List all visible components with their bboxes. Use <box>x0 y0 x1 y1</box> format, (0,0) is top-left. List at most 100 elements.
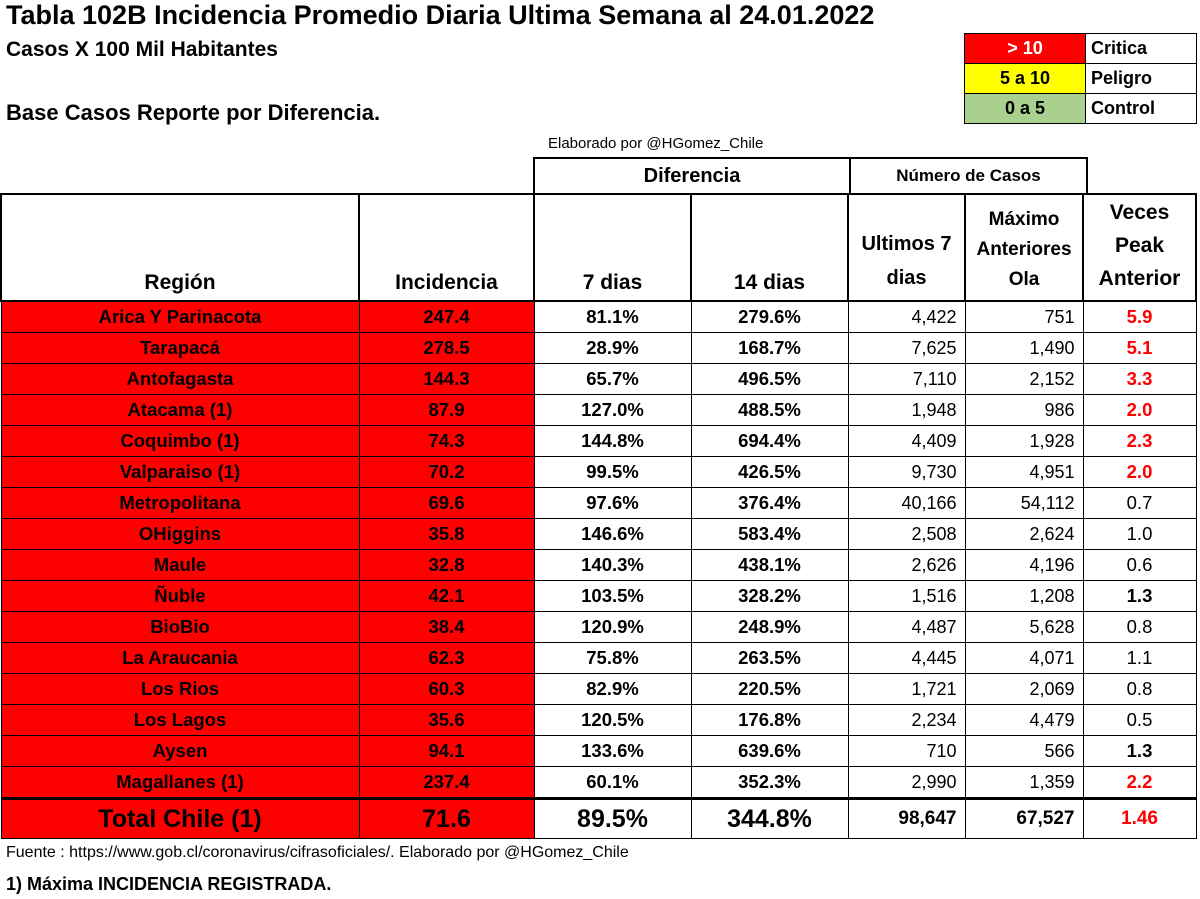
cell-7-dias: 103.5% <box>533 580 692 612</box>
cell-ultimos-7-dias: 98,647 <box>847 797 966 839</box>
cell-maximo-anterior: 4,951 <box>964 456 1084 488</box>
legend-row: 5 a 10 Peligro <box>964 63 1197 94</box>
column-header-maximo-anteriores-ola: Máximo Anteriores Ola <box>964 193 1084 302</box>
cell-14-dias: 488.5% <box>690 394 849 426</box>
cell-14-dias: 279.6% <box>690 300 849 333</box>
cell-incidencia: 32.8 <box>358 549 535 581</box>
cell-region: Atacama (1) <box>0 394 360 426</box>
maximo-line-2: Anteriores <box>976 239 1072 260</box>
maximo-line-3: Ola <box>1008 269 1040 290</box>
table-row: Antofagasta 144.3 65.7% 496.5% 7,110 2,152 3.3 <box>0 363 1197 395</box>
cell-maximo-anterior: 986 <box>964 394 1084 426</box>
legend-row: 0 a 5 Control <box>964 93 1197 124</box>
group-header-numero-casos: Número de Casos <box>849 157 1088 195</box>
cell-7-dias: 65.7% <box>533 363 692 395</box>
cell-7-dias: 133.6% <box>533 735 692 767</box>
footnote: 1) Máxima INCIDENCIA REGISTRADA. <box>6 874 332 894</box>
ultimos-line-1: Ultimos 7 <box>861 233 952 255</box>
cell-region: La Araucania <box>0 642 360 674</box>
cell-veces-peak: 0.8 <box>1082 611 1197 643</box>
cell-maximo-anterior: 4,479 <box>964 704 1084 736</box>
legend-label: Control <box>1085 93 1197 124</box>
cell-7-dias: 120.9% <box>533 611 692 643</box>
cell-region: Ñuble <box>0 580 360 612</box>
cell-ultimos-7-dias: 9,730 <box>847 456 966 488</box>
table-row: BioBio 38.4 120.9% 248.9% 4,487 5,628 0.8 <box>0 611 1197 643</box>
column-header-ultimos-7-dias: Ultimos 7 dias <box>847 193 966 302</box>
cell-maximo-anterior: 4,071 <box>964 642 1084 674</box>
cell-7-dias: 89.5% <box>533 797 692 839</box>
cell-maximo-anterior: 2,152 <box>964 363 1084 395</box>
cell-ultimos-7-dias: 7,110 <box>847 363 966 395</box>
legend-swatch: 5 a 10 <box>964 63 1086 94</box>
legend-swatch: > 10 <box>964 33 1086 64</box>
cell-maximo-anterior: 2,624 <box>964 518 1084 550</box>
cell-veces-peak: 0.8 <box>1082 673 1197 705</box>
legend-table: > 10 Critica 5 a 10 Peligro 0 a 5 Control <box>964 33 1197 124</box>
total-row: Total Chile (1) 71.6 89.5% 344.8% 98,647 67,5… <box>0 797 1197 839</box>
cell-7-dias: 82.9% <box>533 673 692 705</box>
cell-maximo-anterior: 566 <box>964 735 1084 767</box>
cell-14-dias: 248.9% <box>690 611 849 643</box>
cell-incidencia: 94.1 <box>358 735 535 767</box>
cell-14-dias: 639.6% <box>690 735 849 767</box>
base-description: Base Casos Reporte por Diferencia. <box>6 100 381 125</box>
cell-ultimos-7-dias: 1,721 <box>847 673 966 705</box>
cell-incidencia: 144.3 <box>358 363 535 395</box>
cell-incidencia: 247.4 <box>358 300 535 333</box>
cell-region: OHiggins <box>0 518 360 550</box>
table-row: Maule 32.8 140.3% 438.1% 2,626 4,196 0.6 <box>0 549 1197 581</box>
cell-14-dias: 168.7% <box>690 332 849 364</box>
cell-veces-peak: 2.3 <box>1082 425 1197 457</box>
cell-7-dias: 140.3% <box>533 549 692 581</box>
cell-veces-peak: 1.0 <box>1082 518 1197 550</box>
cell-veces-peak: 5.9 <box>1082 300 1197 333</box>
column-header-veces-peak-anterior: Veces Peak Anterior <box>1082 193 1197 302</box>
page-subtitle: Casos X 100 Mil Habitantes <box>6 38 278 61</box>
table-row: Ñuble 42.1 103.5% 328.2% 1,516 1,208 1.3 <box>0 580 1197 612</box>
cell-maximo-anterior: 1,490 <box>964 332 1084 364</box>
cell-maximo-anterior: 67,527 <box>964 797 1084 839</box>
cell-veces-peak: 0.7 <box>1082 487 1197 519</box>
table-row: La Araucania 62.3 75.8% 263.5% 4,445 4,071 1.1 <box>0 642 1197 674</box>
cell-ultimos-7-dias: 4,487 <box>847 611 966 643</box>
cell-veces-peak: 1.46 <box>1082 797 1197 839</box>
cell-incidencia: 60.3 <box>358 673 535 705</box>
cell-veces-peak: 2.0 <box>1082 456 1197 488</box>
cell-7-dias: 146.6% <box>533 518 692 550</box>
cell-incidencia: 62.3 <box>358 642 535 674</box>
cell-region: Magallanes (1) <box>0 766 360 799</box>
cell-14-dias: 328.2% <box>690 580 849 612</box>
cell-maximo-anterior: 5,628 <box>964 611 1084 643</box>
cell-veces-peak: 1.3 <box>1082 735 1197 767</box>
cell-7-dias: 60.1% <box>533 766 692 799</box>
group-header-diferencia: Diferencia <box>533 157 851 195</box>
table-row: Metropolitana 69.6 97.6% 376.4% 40,166 54,112… <box>0 487 1197 519</box>
cell-14-dias: 438.1% <box>690 549 849 581</box>
column-header-7-dias: 7 dias <box>533 193 692 302</box>
table-row: Valparaiso (1) 70.2 99.5% 426.5% 9,730 4,951 2… <box>0 456 1197 488</box>
cell-incidencia: 35.8 <box>358 518 535 550</box>
cell-region: Valparaiso (1) <box>0 456 360 488</box>
cell-ultimos-7-dias: 1,516 <box>847 580 966 612</box>
cell-ultimos-7-dias: 2,508 <box>847 518 966 550</box>
cell-14-dias: 376.4% <box>690 487 849 519</box>
cell-7-dias: 97.6% <box>533 487 692 519</box>
cell-7-dias: 75.8% <box>533 642 692 674</box>
cell-14-dias: 694.4% <box>690 425 849 457</box>
table-row: Los Rios 60.3 82.9% 220.5% 1,721 2,069 0.8 <box>0 673 1197 705</box>
cell-region: Coquimbo (1) <box>0 425 360 457</box>
source-footer: Fuente : https://www.gob.cl/coronavirus/… <box>6 844 629 861</box>
cell-maximo-anterior: 4,196 <box>964 549 1084 581</box>
cell-region: Arica Y Parinacota <box>0 300 360 333</box>
cell-region: Antofagasta <box>0 363 360 395</box>
cell-ultimos-7-dias: 7,625 <box>847 332 966 364</box>
cell-veces-peak: 0.6 <box>1082 549 1197 581</box>
cell-maximo-anterior: 1,359 <box>964 766 1084 799</box>
column-header-14-dias: 14 dias <box>690 193 849 302</box>
table-row: OHiggins 35.8 146.6% 583.4% 2,508 2,624 1.0 <box>0 518 1197 550</box>
cell-ultimos-7-dias: 4,445 <box>847 642 966 674</box>
incidence-table: Región Incidencia 7 dias 14 dias Ultimos… <box>0 193 1197 839</box>
cell-ultimos-7-dias: 2,234 <box>847 704 966 736</box>
cell-region: Maule <box>0 549 360 581</box>
